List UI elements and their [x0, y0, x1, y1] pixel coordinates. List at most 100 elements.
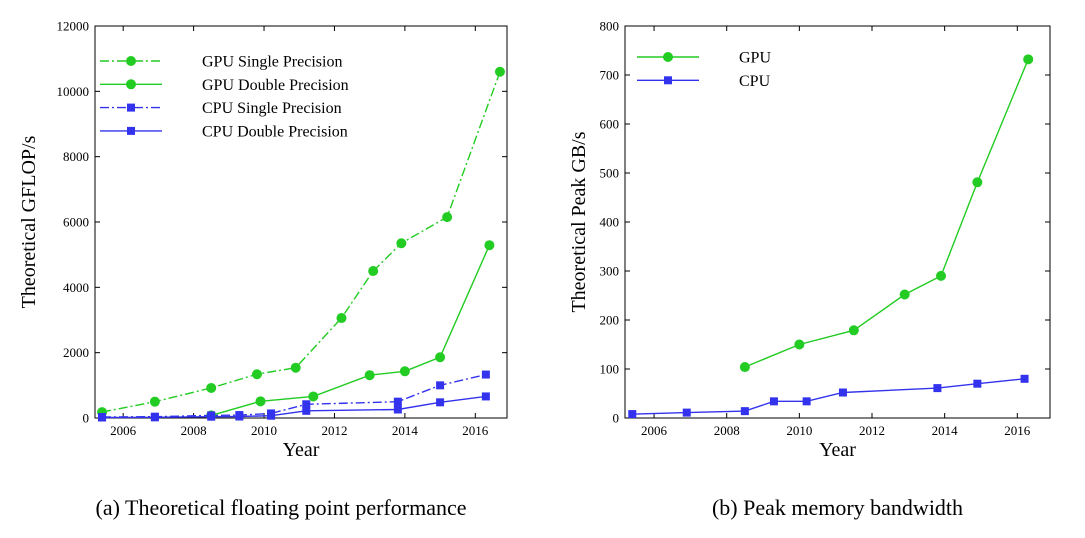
y-tick-label: 6000 — [63, 215, 89, 230]
legend-label: GPU — [739, 50, 771, 67]
data-point — [302, 406, 311, 415]
legend-marker — [664, 76, 672, 85]
data-point — [235, 412, 244, 421]
legend-item: CPU Double Precision — [100, 123, 348, 140]
y-tick-label: 8000 — [63, 149, 89, 164]
series-line — [632, 378, 1025, 415]
data-point — [628, 410, 637, 419]
y-tick-label: 100 — [600, 362, 620, 377]
data-point — [848, 325, 859, 336]
data-point — [481, 392, 490, 401]
legend-item: GPU Single Precision — [100, 54, 342, 71]
data-point — [364, 370, 375, 381]
legend-marker — [127, 103, 135, 112]
legend-label: CPU — [739, 73, 771, 90]
series-line — [744, 59, 1029, 368]
y-tick-label: 600 — [600, 117, 620, 132]
data-point — [442, 212, 453, 223]
data-point — [1020, 374, 1029, 383]
data-point — [436, 381, 445, 390]
y-tick-label: 200 — [600, 313, 620, 328]
series-line — [101, 373, 487, 418]
data-point — [933, 384, 942, 393]
plot-frame — [624, 25, 1051, 419]
data-point — [206, 382, 217, 393]
x-tick-label: 2016 — [1004, 423, 1031, 438]
data-point — [682, 408, 691, 417]
data-point — [393, 397, 402, 406]
data-point — [308, 391, 319, 402]
data-point — [794, 339, 805, 350]
data-point — [740, 407, 749, 416]
x-tick-label: 2010 — [786, 423, 812, 438]
y-tick-label: 2000 — [63, 345, 89, 360]
data-point — [739, 362, 750, 373]
series-gpu-double-precision — [206, 240, 495, 421]
series-cpu-double-precision — [98, 392, 490, 422]
y-tick-label: 500 — [600, 166, 620, 181]
legend-label: CPU Double Precision — [202, 123, 348, 140]
legend-label: GPU Double Precision — [202, 77, 349, 94]
legend-marker — [127, 126, 135, 135]
axes: 2006 2008 2010 2012 2014 2016 0 2000 4000 6000 800… — [57, 19, 507, 438]
data-point — [802, 397, 811, 406]
x-tick-label: 2012 — [321, 423, 347, 438]
x-tick-label: 2014 — [392, 423, 419, 438]
series-line — [211, 244, 491, 417]
series-gpu-single-precision — [97, 66, 505, 418]
series-gpu — [739, 54, 1034, 373]
x-tick-label: 2010 — [251, 423, 277, 438]
legend-item: GPU — [637, 50, 771, 67]
figure-caption: (b) Peak memory bandwidth — [712, 495, 963, 520]
y-axis-label: Theoretical Peak GB/s — [568, 131, 590, 312]
x-tick-label: 2014 — [932, 423, 959, 438]
legend: GPU CPU — [637, 50, 771, 90]
data-point — [899, 289, 910, 300]
data-point — [1023, 54, 1034, 65]
chart-panel-b: 2006 2008 2010 2012 2014 2016 0 100 200 300 400 500… — [568, 19, 1051, 520]
data-point — [149, 396, 160, 407]
data-point — [393, 405, 402, 414]
data-point — [435, 352, 446, 363]
series-layer — [628, 54, 1034, 419]
y-tick-label: 4000 — [63, 280, 89, 295]
legend: GPU Single Precision GPU Double Precision… — [100, 54, 349, 140]
data-point — [973, 379, 982, 388]
chart-panel-a: 2006 2008 2010 2012 2014 2016 0 2000 4000 6000 800… — [18, 19, 508, 520]
data-point — [494, 66, 505, 77]
data-point — [838, 388, 847, 397]
series-cpu — [628, 374, 1029, 419]
y-tick-label: 400 — [600, 215, 620, 230]
data-point — [936, 270, 947, 281]
data-point — [98, 413, 107, 422]
y-tick-label: 300 — [600, 264, 620, 279]
data-point — [484, 240, 495, 251]
y-tick-label: 0 — [613, 411, 620, 426]
y-tick-label: 700 — [600, 68, 620, 83]
legend-marker — [126, 56, 136, 66]
y-tick-label: 12000 — [57, 19, 90, 34]
data-point — [302, 400, 311, 409]
x-tick-label: 2008 — [181, 423, 207, 438]
figure-caption: (a) Theoretical floating point performan… — [96, 495, 467, 520]
data-point — [207, 412, 216, 421]
data-point — [396, 238, 407, 249]
data-point — [769, 397, 778, 406]
legend-item: CPU — [637, 73, 771, 90]
x-tick-label: 2012 — [859, 423, 885, 438]
axes: 2006 2008 2010 2012 2014 2016 0 100 200 300 400 500… — [600, 19, 1050, 438]
data-point — [368, 266, 379, 276]
legend-label: CPU Single Precision — [202, 100, 342, 117]
legend-item: CPU Single Precision — [100, 100, 342, 117]
data-point — [150, 413, 159, 422]
y-tick-label: 10000 — [57, 84, 90, 99]
data-point — [399, 366, 410, 377]
data-point — [251, 369, 262, 380]
data-point — [481, 370, 490, 379]
x-axis-label: Year — [283, 439, 320, 461]
data-point — [255, 396, 266, 407]
x-tick-label: 2016 — [462, 423, 489, 438]
legend-marker — [126, 79, 136, 90]
legend-item: GPU Double Precision — [100, 77, 349, 94]
